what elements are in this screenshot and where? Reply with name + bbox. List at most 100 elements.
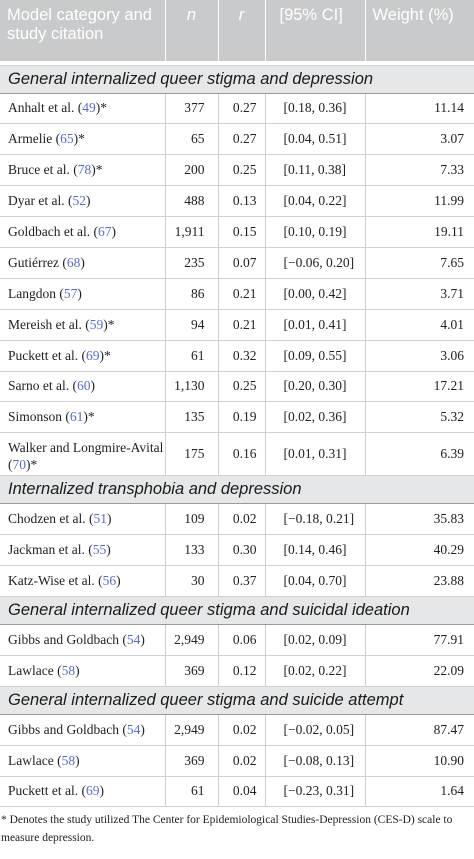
citation-suffix: ) [99,783,104,799]
reference-link[interactable]: 65 [60,131,74,147]
effect-size: 0.21 [218,278,266,310]
study-citation: Puckett et al. (69)* [0,340,166,372]
study-name: Gibbs and Goldbach ( [8,721,127,737]
effect-size: 0.37 [218,565,266,597]
reference-link[interactable]: 59 [89,316,104,332]
confidence-interval: [0.00, 0.42] [265,278,366,310]
section-title: General internalized queer stigma and su… [0,595,474,625]
table-row: Sarno et al. (60) 1,130 0.25 [0.20, 0.30] 17… [0,371,474,403]
table-row: Gutiérrez (68) 235 0.07 [−0.06, 0.20] 7.65 [0,247,474,279]
reference-link[interactable]: 70 [12,456,27,472]
effect-size: 0.16 [218,432,266,477]
table-row: Jackman et al. (55) 133 0.30 [0.14, 0.46] 40… [0,534,474,567]
confidence-interval: [0.01, 0.31] [265,432,366,477]
citation-suffix: ) [75,662,80,678]
study-name: Lawlace ( [8,662,62,678]
sample-size: 135 [165,401,219,434]
citation-suffix: )* [99,347,111,363]
study-citation: Gibbs and Goldbach (54) [0,714,166,746]
table-row: Goldbach et al. (67) 1,911 0.15 [0.10, 0.19… [0,216,474,248]
table-row: Lawlace (58) 369 0.02 [−0.08, 0.13] 10.90 [0,745,474,777]
confidence-interval: [−0.08, 0.13] [265,745,366,777]
table-row: Puckett et al. (69) 61 0.04 [−0.23, 0.31] 1.… [0,776,474,808]
confidence-interval: [0.04, 0.51] [265,123,366,156]
reference-link[interactable]: 54 [126,721,141,737]
effect-size: 0.04 [218,776,266,808]
table-row: Puckett et al. (69)* 61 0.32 [0.09, 0.55] 3.… [0,340,474,372]
citation-suffix: ) [116,573,121,589]
reference-link[interactable]: 60 [76,378,91,394]
effect-size: 0.06 [218,624,266,656]
section-header: General internalized queer stigma and de… [0,64,474,94]
section-title: Internalized transphobia and depression [0,475,474,505]
effect-size: 0.25 [218,371,266,403]
table-row: Gibbs and Goldbach (54) 2,949 0.06 [0.02, 0… [0,624,474,656]
study-citation: Langdon (57) [0,278,166,310]
reference-link[interactable]: 56 [102,573,117,589]
study-citation: Walker and Longmire-Avital (70)* [0,432,166,477]
reference-link[interactable]: 55 [92,542,107,558]
study-citation: Sarno et al. (60) [0,371,166,403]
citation-suffix: ) [80,254,85,270]
study-name: Armelie ( [8,131,61,147]
reference-link[interactable]: 58 [61,662,76,678]
sample-size: 488 [165,185,219,218]
confidence-interval: [0.09, 0.55] [265,340,366,372]
weight-percent: 3.71 [365,278,474,310]
weight-percent: 40.29 [365,534,474,567]
study-citation: Bruce et al. (78)* [0,154,166,187]
study-name: Chodzen et al. ( [8,511,94,527]
weight-percent: 3.07 [365,123,474,156]
confidence-interval: [0.02, 0.36] [265,401,366,434]
citation-suffix: )* [73,131,85,147]
study-citation: Simonson (61)* [0,401,166,434]
sample-size: 2,949 [165,624,219,656]
confidence-interval: [0.18, 0.36] [265,93,366,125]
study-citation: Anhalt et al. (49)* [0,93,166,125]
study-name: Simonson ( [8,409,70,425]
header-weight: Weight (%) [365,0,474,61]
reference-link[interactable]: 52 [72,193,86,209]
study-name: Katz-Wise et al. ( [8,573,103,589]
table-row: Walker and Longmire-Avital (70)* 175 0.16[… [0,432,474,477]
section-title: General internalized queer stigma and su… [0,685,474,715]
sample-size: 1,130 [165,371,219,403]
weight-percent: 19.11 [365,216,474,248]
effect-size: 0.02 [218,714,266,746]
table-row: Chodzen et al. (51) 109 0.02 [−0.18, 0.21] 3… [0,503,474,536]
reference-link[interactable]: 67 [97,224,112,239]
reference-link[interactable]: 49 [82,100,96,116]
effect-size: 0.21 [218,309,266,341]
sample-size: 94 [165,309,219,341]
reference-link[interactable]: 54 [126,631,141,647]
section-title: General internalized queer stigma and de… [0,64,474,94]
reference-link[interactable]: 78 [77,162,92,178]
reference-link[interactable]: 69 [85,347,100,363]
study-name: Langdon ( [8,285,64,301]
study-citation: Katz-Wise et al. (56) [0,565,166,597]
table-row: Mereish et al. (59)* 94 0.21 [0.01, 0.41] 4.… [0,309,474,341]
study-name: Bruce et al. ( [8,162,78,178]
table-row: Armelie (65)* 65 0.27 [0.04, 0.51] 3.07 [0,123,474,156]
reference-link[interactable]: 51 [93,511,107,527]
effect-size: 0.02 [218,503,266,536]
effect-size: 0.13 [218,185,266,218]
study-citation: Goldbach et al. (67) [0,216,166,248]
reference-link[interactable]: 61 [69,409,84,425]
sample-size: 200 [165,154,219,187]
reference-link[interactable]: 68 [66,254,81,270]
header-n: n [165,0,219,61]
effect-size: 0.15 [218,216,266,248]
confidence-interval: [0.10, 0.19] [265,216,366,248]
study-name: Gutiérrez ( [8,254,67,270]
confidence-interval: [−0.06, 0.20] [265,247,366,279]
sample-size: 369 [165,745,219,777]
reference-link[interactable]: 58 [61,752,76,768]
table-body: General internalized queer stigma and de… [0,61,474,808]
table-row: Langdon (57) 86 0.21 [0.00, 0.42] 3.71 [0,278,474,310]
reference-link[interactable]: 69 [85,783,100,799]
citation-suffix: )* [91,162,103,178]
reference-link[interactable]: 57 [63,285,78,301]
effect-size: 0.07 [218,247,266,279]
citation-suffix: ) [106,542,111,558]
